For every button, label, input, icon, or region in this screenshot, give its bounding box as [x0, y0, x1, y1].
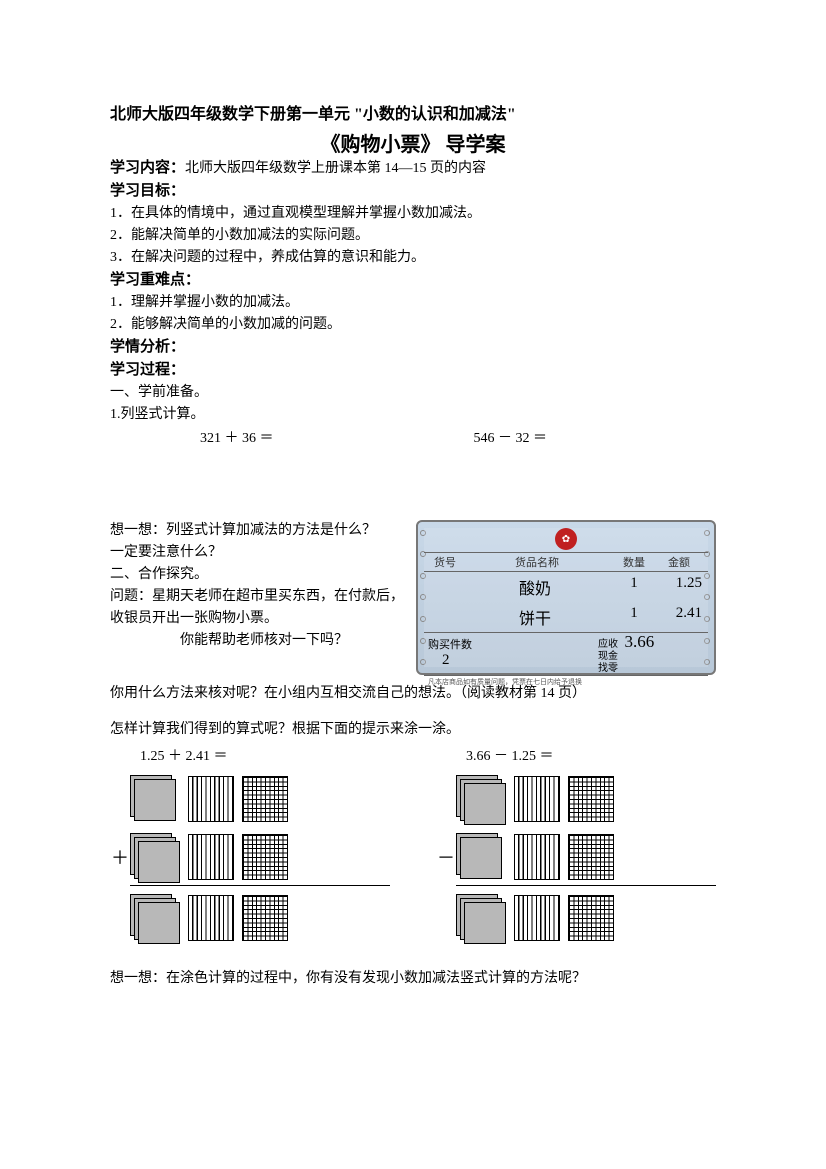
- receipt-item-name: 饼干: [458, 605, 612, 629]
- hundredths-block-icon: [568, 776, 614, 822]
- analysis-label: 学情分析：: [110, 339, 185, 355]
- tenths-block-icon: [188, 895, 234, 941]
- ones-block-icon: [130, 775, 180, 823]
- receipt-total: 3.66: [621, 632, 655, 651]
- receipt-col-code: 货号: [424, 554, 462, 570]
- tenths-block-icon: [188, 776, 234, 822]
- paragraph: 你用什么方法来核对呢？在小组内互相交流自己的想法。（阅读教材第 14 页）: [110, 683, 716, 705]
- document-page: 北师大版四年级数学下册第一单元 "小数的认识和加减法" 《购物小票》 导学案 学…: [0, 0, 826, 1054]
- ones-block-icon: [456, 775, 506, 823]
- hard-label: 学习重难点：: [110, 272, 200, 288]
- equation: 1.25 ＋ 2.41 ＝: [110, 745, 390, 765]
- content-text: 北师大版四年级数学上册课本第 14—15 页的内容: [185, 161, 486, 176]
- hundredths-block-icon: [242, 776, 288, 822]
- receipt-col-amt: 金额: [656, 554, 708, 570]
- plus-sign: ＋: [110, 844, 130, 870]
- minus-sign: －: [436, 844, 456, 870]
- ones-block-icon: [456, 894, 506, 942]
- final-question: 想一想：在涂色计算的过程中，你有没有发现小数加减法竖式计算的方法呢？: [110, 968, 716, 990]
- ones-block-icon: [130, 833, 180, 881]
- hard-item: 1．理解并掌握小数的加减法。: [110, 292, 716, 314]
- paragraph: 怎样计算我们得到的算式呢？根据下面的提示来涂一涂。: [110, 719, 716, 741]
- prep-sub: 1.列竖式计算。: [110, 404, 716, 426]
- equals-line: [130, 885, 390, 886]
- goal-item: 1．在具体的情境中，通过直观模型理解并掌握小数加减法。: [110, 203, 716, 225]
- process-label: 学习过程：: [110, 362, 185, 378]
- goal-item: 2．能解决简单的小数加减法的实际问题。: [110, 225, 716, 247]
- receipt-image: ✿ 货号 货品名称 数量 金额 酸奶 1 1.25: [416, 520, 716, 675]
- receipt-fineprint: 凡本店商品如有质量问题，凭票在七日内给予退换: [424, 675, 708, 686]
- title-unit: 北师大版四年级数学下册第一单元 "小数的认识和加减法": [110, 100, 716, 124]
- tenths-block-icon: [514, 834, 560, 880]
- help-text: 你能帮助老师核对一下吗？: [110, 630, 406, 652]
- receipt-item-qty: 1: [612, 605, 656, 629]
- expression-1: 321 ＋ 36 ＝: [110, 428, 470, 450]
- content-label: 学习内容：: [110, 160, 185, 176]
- receipt-item-qty: 1: [612, 575, 656, 599]
- receipt-row: 饼干 1 2.41: [424, 602, 708, 632]
- hundredths-block-icon: [568, 834, 614, 880]
- think-text: 一定要注意什么？: [110, 542, 406, 564]
- hundredths-block-icon: [568, 895, 614, 941]
- think-text: 想一想：列竖式计算加减法的方法是什么？: [110, 520, 406, 542]
- equation: 3.66 － 1.25 ＝: [436, 745, 716, 765]
- receipt-item-amt: 1.25: [656, 575, 708, 599]
- receipt-row: 酸奶 1 1.25: [424, 572, 708, 602]
- prep-heading: 一、学前准备。: [110, 382, 716, 404]
- title-lesson: 《购物小票》 导学案: [110, 128, 716, 157]
- hundredths-block-icon: [242, 895, 288, 941]
- coop-heading: 二、合作探究。: [110, 564, 406, 586]
- tenths-block-icon: [188, 834, 234, 880]
- receipt-count-label: 购买件数: [428, 636, 598, 652]
- equals-line: [456, 885, 716, 886]
- receipt-change-label: 找零: [598, 663, 708, 675]
- receipt-total-label: 应收: [598, 639, 618, 650]
- receipt-col-qty: 数量: [612, 554, 656, 570]
- goal-item: 3．在解决问题的过程中，养成估算的意识和能力。: [110, 247, 716, 269]
- hard-item: 2．能够解决简单的小数加减的问题。: [110, 314, 716, 336]
- model-subtraction: 3.66 － 1.25 ＝ －: [436, 745, 716, 948]
- receipt-logo-icon: ✿: [555, 528, 577, 550]
- receipt-item-name: 酸奶: [458, 575, 612, 599]
- receipt-cash-label: 现金: [598, 651, 708, 663]
- receipt-col-name: 货品名称: [462, 554, 612, 570]
- tenths-block-icon: [514, 776, 560, 822]
- tenths-block-icon: [514, 895, 560, 941]
- model-addition: 1.25 ＋ 2.41 ＝ ＋: [110, 745, 390, 948]
- goal-label: 学习目标：: [110, 183, 185, 199]
- ones-block-icon: [456, 833, 506, 881]
- hundredths-block-icon: [242, 834, 288, 880]
- receipt-item-amt: 2.41: [656, 605, 708, 629]
- question-text: 问题：星期天老师在超市里买东西，在付款后，收银员开出一张购物小票。: [110, 586, 406, 630]
- ones-block-icon: [130, 894, 180, 942]
- expression-2: 546 － 32 ＝: [474, 431, 548, 446]
- receipt-count: 2: [428, 652, 598, 669]
